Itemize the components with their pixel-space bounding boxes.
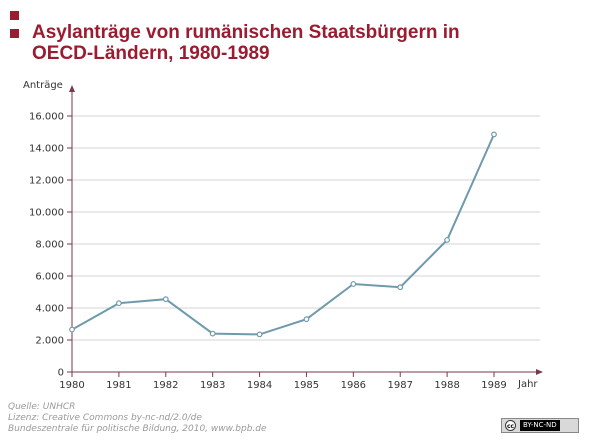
- y-tick-label: 10.000: [29, 208, 64, 219]
- title-bullet-1: [10, 11, 19, 20]
- x-tick-labels: 1980 1981 1982 1983 1984 1985 1986 1987 1988 1989: [59, 372, 507, 391]
- series-line: [71, 133, 495, 336]
- x-tick-label: 1984: [247, 380, 272, 391]
- x-tick-label: 1983: [200, 380, 225, 391]
- cc-icon: cc: [505, 420, 516, 431]
- chart-title: Asylanträge von rumänischen Staatsbürger…: [32, 22, 460, 64]
- data-point[interactable]: [162, 296, 169, 303]
- x-tick-label: 1981: [106, 380, 131, 391]
- data-series: [69, 131, 497, 338]
- data-point[interactable]: [256, 331, 263, 338]
- data-point[interactable]: [209, 330, 216, 337]
- y-axis-arrow-icon: [69, 85, 75, 92]
- x-tick-label: 1980: [59, 380, 84, 391]
- y-tick-label: 8.000: [35, 240, 64, 251]
- y-tick-label: 0: [58, 368, 64, 379]
- y-tick-label: 6.000: [35, 272, 64, 283]
- source-line: Quelle: UNHCR: [8, 402, 76, 412]
- grid-lines: [72, 115, 540, 341]
- x-axis-label: Jahr: [517, 379, 538, 390]
- data-point[interactable]: [350, 281, 357, 287]
- source-footer: Quelle: UNHCR Lizenz: Creative Commons b…: [8, 402, 267, 435]
- license-line: Lizenz: Creative Commons by-nc-nd/2.0/de: [8, 413, 202, 423]
- y-axis-label: Anträge: [23, 80, 63, 91]
- x-tick-label: 1989: [481, 380, 506, 391]
- axes: [69, 85, 543, 375]
- x-tick-label: 1987: [387, 380, 412, 391]
- x-tick-label: 1986: [341, 380, 366, 391]
- y-tick-label: 4.000: [35, 304, 64, 315]
- publisher-line: Bundeszentrale für politische Bildung, 2…: [8, 424, 267, 434]
- y-tick-labels: 0 2.000 4.000 6.000 8.000 10.000 12.000 14.000 1…: [29, 112, 72, 379]
- x-tick-label: 1985: [294, 380, 319, 391]
- data-point[interactable]: [115, 300, 122, 307]
- x-tick-label: 1982: [153, 380, 178, 391]
- data-point[interactable]: [69, 326, 75, 333]
- title-bullet-2: [10, 29, 19, 38]
- data-point[interactable]: [303, 316, 310, 323]
- data-point[interactable]: [491, 131, 497, 138]
- data-point[interactable]: [444, 237, 451, 243]
- y-tick-label: 2.000: [35, 336, 64, 347]
- license-badge-text: BY-NC-ND: [520, 420, 560, 431]
- y-tick-label: 12.000: [29, 176, 64, 187]
- y-tick-label: 16.000: [29, 112, 64, 123]
- x-axis-arrow-icon: [536, 369, 543, 375]
- y-tick-label: 14.000: [29, 144, 64, 155]
- data-point[interactable]: [397, 284, 404, 291]
- license-badge[interactable]: cc BY-NC-ND: [501, 418, 579, 433]
- x-tick-label: 1988: [434, 380, 459, 391]
